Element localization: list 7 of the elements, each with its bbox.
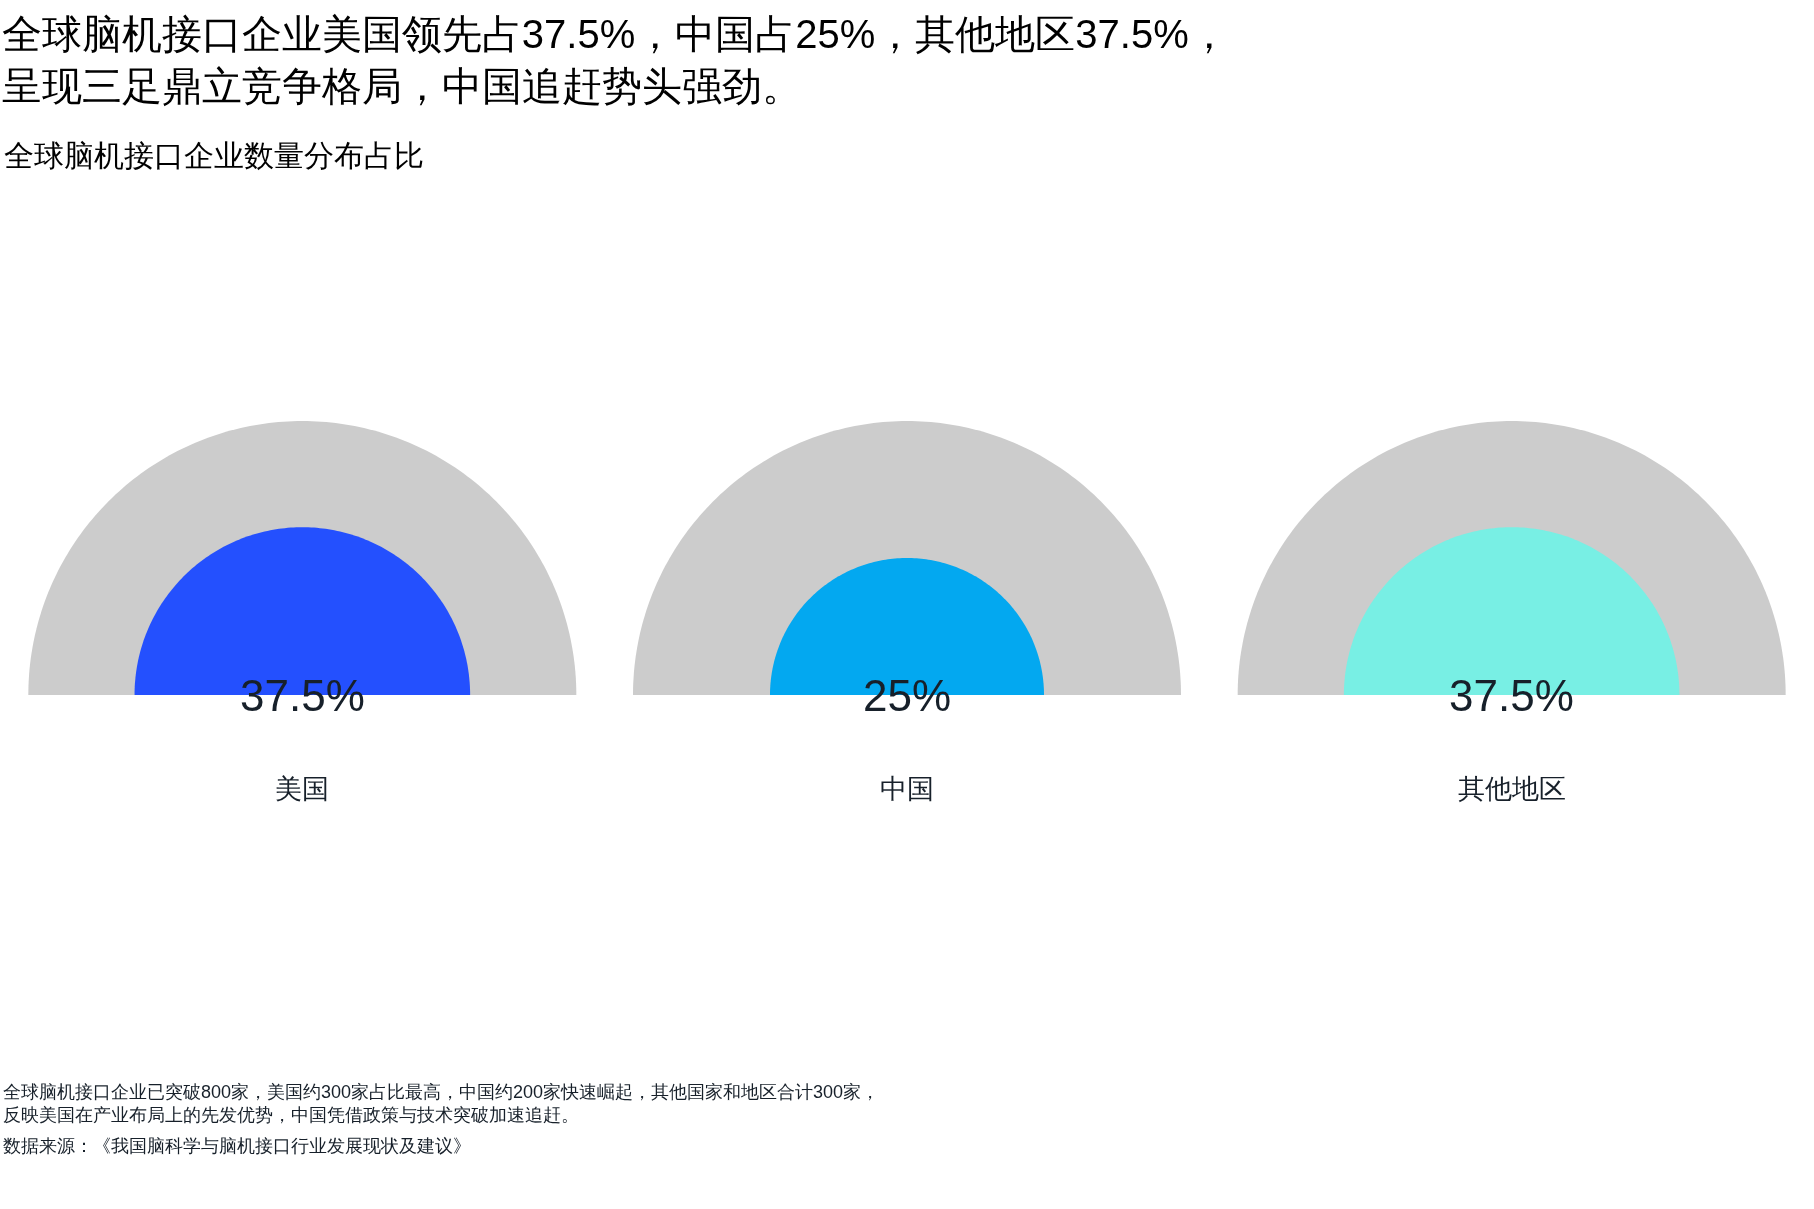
text: 全球脑机接口企业已突破800家，美国约300家占比最高，中国约200家快速崛起，其他国家和地区合计300家，反映美国在产业布局上的先发优势，中国凭借政策与技术突破加速追赶。 [3,1082,880,1126]
category-label: 其他地区 [1458,774,1566,804]
source-note: 数据来源：《我国脑科学与脑机接口行业发展现状及建议》 [3,1136,471,1156]
text: 全球脑机接口企业美国领先占37.5%，中国占25%，其他地区37.5%，呈现三足鼎立竞争格局，中国追赶势头强劲。 [1,12,1229,108]
category-label: 中国 [880,774,934,804]
text: 全球脑机接口企业数量分布占比 [4,139,424,172]
category-label: 美国 [275,774,329,804]
